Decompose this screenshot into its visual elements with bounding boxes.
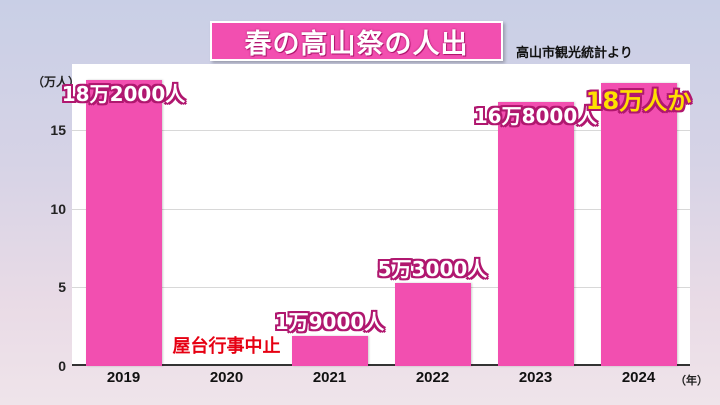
bar-2019 (85, 79, 162, 366)
x-tick-label: 2024 (621, 369, 656, 386)
gridline (72, 130, 690, 132)
x-tick-label: 2021 (312, 369, 347, 386)
data-label-2019: 18万2000人 (61, 81, 186, 106)
y-axis-unit: （万人） (32, 75, 81, 89)
data-label-2020: 屋台行事中止 (172, 336, 281, 357)
bar-2021 (291, 336, 368, 366)
y-tick-label: 0 (58, 358, 66, 374)
x-axis-unit: （年） (675, 374, 708, 387)
data-label-2021: 1万9000人 (274, 310, 385, 335)
x-tick-label: 2022 (415, 369, 450, 386)
data-label-2024: 18万人か (585, 86, 692, 115)
data-label-2022: 5万3000人 (377, 256, 488, 281)
x-tick-label: 2020 (209, 369, 244, 386)
y-tick-label: 5 (58, 279, 66, 296)
x-axis-line (72, 364, 690, 366)
bar-2022 (394, 282, 471, 366)
chart-title: 春の高山祭の人出 (244, 28, 469, 60)
bar-2023 (497, 101, 574, 366)
x-tick-label: 2019 (106, 369, 141, 386)
chart-title-box: 春の高山祭の人出 (210, 21, 503, 61)
y-tick-label: 10 (50, 200, 66, 217)
plot-area (72, 64, 690, 366)
x-tick-label: 2023 (518, 369, 553, 386)
source-note: 高山市観光統計より (516, 46, 633, 61)
gridline (72, 208, 690, 210)
bar-2024 (600, 82, 677, 366)
gridline (72, 287, 690, 289)
y-tick-label: 15 (50, 122, 66, 139)
data-label-2023: 16万8000人 (473, 103, 598, 128)
